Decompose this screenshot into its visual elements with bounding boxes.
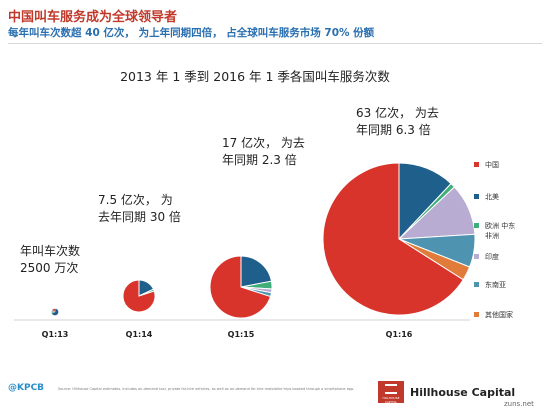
- annotation-line: 年同期 2.3 倍: [222, 153, 297, 167]
- legend-label: 印度: [485, 253, 499, 261]
- pie-slice-中国: [322, 162, 464, 316]
- legend-item: 印度: [474, 252, 499, 262]
- legend-swatch: [474, 312, 479, 317]
- legend-item: 东南亚: [474, 280, 506, 290]
- header-divider: [8, 43, 542, 44]
- annotation-line: 17 亿次， 为去: [222, 136, 305, 150]
- source-note: Source: Hillhouse Capital estimates. Inc…: [58, 387, 355, 391]
- legend-label: 欧洲 中东 非洲: [485, 222, 516, 240]
- annotation-line: 63 亿次， 为去: [356, 106, 439, 120]
- legend-swatch: [474, 282, 479, 287]
- x-tick-label: Q1:14: [126, 330, 153, 339]
- x-tick-label: Q1:16: [386, 330, 413, 339]
- logo-mark-text: HILLHOUSE CAPITAL: [382, 396, 400, 404]
- pie-slice-北美: [240, 255, 273, 288]
- pie-annotation-q1-16: 63 亿次， 为去 年同期 6.3 倍: [356, 105, 439, 139]
- legend-label: 东南亚: [485, 281, 506, 289]
- legend-label: 中国: [485, 161, 499, 169]
- legend-swatch: [474, 223, 479, 228]
- kpcb-logo: @KPCB: [8, 383, 45, 393]
- pie-annotation-q1-15: 17 亿次， 为去 年同期 2.3 倍: [222, 135, 305, 169]
- annotation-line: 7.5 亿次， 为: [98, 193, 173, 207]
- legend-swatch: [474, 194, 479, 199]
- hillhouse-logo-mark: HILLHOUSE CAPITAL: [378, 381, 404, 404]
- annotation-line: 去年同期 30 倍: [98, 210, 181, 224]
- annotation-line: 年叫车次数: [20, 244, 81, 258]
- legend-label: 北美: [485, 193, 499, 201]
- legend-swatch: [474, 254, 479, 259]
- annotation-line: 2500 万次: [20, 261, 79, 275]
- pie-q1-15: [209, 255, 273, 319]
- brand-name: Hillhouse Capital: [410, 386, 516, 399]
- chart-title: 2013 年 1 季到 2016 年 1 季各国叫车服务次数: [120, 69, 390, 84]
- pie-annotation-q1-14: 7.5 亿次， 为 去年同期 30 倍: [98, 192, 181, 226]
- x-tick-label: Q1:13: [42, 330, 69, 339]
- page-title: 中国叫车服务成为全球领导者: [8, 10, 178, 25]
- legend-item: 中国: [474, 160, 499, 170]
- legend-item: 欧洲 中东 非洲: [474, 221, 515, 241]
- pie-q1-13: [51, 308, 59, 316]
- logo-mark-icon: [385, 384, 397, 394]
- pie-annotation-q1-13: 年叫车次数 2500 万次: [20, 243, 80, 277]
- x-tick-label: Q1:15: [228, 330, 255, 339]
- pie-q1-14: [122, 279, 156, 313]
- legend-label: 其他国家: [485, 311, 513, 319]
- pie-slice-中国: [122, 279, 156, 313]
- legend-item: 北美: [474, 192, 499, 202]
- watermark: zuns.net: [504, 400, 534, 408]
- pie-slice-中国: [51, 308, 56, 313]
- legend-item: 其他国家: [474, 310, 513, 320]
- annotation-line: 年同期 6.3 倍: [356, 123, 431, 137]
- pie-slice-中国: [209, 255, 272, 319]
- page-subtitle: 每年叫车次数超 40 亿次， 为上年同期四倍， 占全球叫车服务市场 70% 份额: [8, 27, 375, 39]
- legend-swatch: [474, 162, 479, 167]
- pie-q1-16: [322, 162, 476, 316]
